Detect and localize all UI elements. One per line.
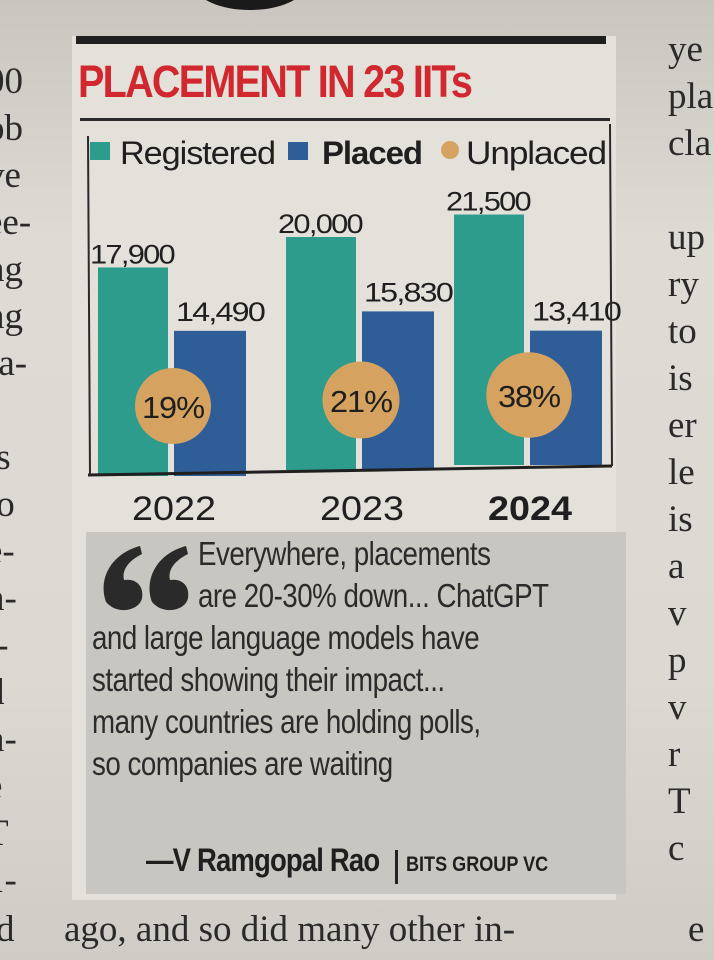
headline: PLACEMENT IN 23 IITs <box>78 56 473 107</box>
bubble-unplaced-2023 <box>322 361 400 439</box>
chart-legend: Registered Placed Unplaced <box>90 135 607 171</box>
article-fragment: ng <box>0 249 23 290</box>
article-fragment: ve <box>0 155 21 196</box>
article-fragment: to <box>668 311 697 352</box>
bubble-unplaced-2024 <box>486 352 572 438</box>
label-placed-2024: 13,410 <box>532 297 621 327</box>
quote-attribution: —V Ramgopal Rao BITS GROUP VC <box>146 842 572 884</box>
article-fragment: d <box>0 669 46 716</box>
article-fragment: ye <box>668 29 703 70</box>
x-axis <box>87 464 613 477</box>
quote-line: are 20-30% down... ChatGPT <box>198 577 549 614</box>
article-fragment: v <box>668 593 687 634</box>
article-fragment: v <box>668 687 687 728</box>
label-unplaced-2023: 21% <box>330 384 392 419</box>
headline-rule <box>80 118 610 121</box>
attribution-separator <box>395 849 399 884</box>
x-tick-2023: 2023 <box>320 490 404 528</box>
article-fragment: to <box>0 484 15 525</box>
legend-swatch-registered <box>90 142 110 160</box>
article-fragment: d <box>0 909 15 950</box>
article-fragment: ng <box>0 296 23 337</box>
article-fragment: ob <box>0 108 23 149</box>
article-fragment: i- <box>0 622 46 669</box>
chart-right-border <box>609 123 613 467</box>
legend-label-unplaced: Unplaced <box>466 135 606 171</box>
article-fragment: pla <box>668 76 714 117</box>
article-fragment: cla <box>668 123 712 164</box>
quote-line: and large language models have <box>92 619 480 656</box>
image-fragment <box>195 0 305 10</box>
label-placed-2022: 14,490 <box>176 297 265 327</box>
bar-registered-2022 <box>98 267 168 476</box>
article-fragment: r <box>668 734 681 775</box>
article-fragment: is <box>668 358 693 399</box>
label-placed-2023: 15,830 <box>364 277 453 307</box>
article-bottom-line: ago, and so did many other in- <box>64 909 516 950</box>
article-fragment: n- <box>0 578 17 619</box>
article-fragment: e- <box>0 531 15 572</box>
quote-text: Everywhere, placements are 20-30% down..… <box>92 533 632 785</box>
article-fragment: ts <box>0 437 11 478</box>
x-tick-2022: 2022 <box>132 490 216 528</box>
bubble-unplaced-2022 <box>135 368 211 444</box>
attribution-role: BITS GROUP VC <box>406 853 549 876</box>
label-unplaced-2022: 19% <box>142 390 204 425</box>
quote-line: so companies are waiting <box>92 745 393 782</box>
article-fragment: n- <box>0 719 17 760</box>
article-fragment: 00 <box>0 61 23 102</box>
article-fragment: up <box>668 217 705 258</box>
left-article-column: 00obveee-ngngra- tstoe-n-i-dn-eT1- <box>0 58 46 904</box>
article-fragment: ra- <box>0 343 28 384</box>
article-fragment: is <box>668 499 693 540</box>
article-fragment: e <box>688 909 705 950</box>
legend-label-registered: Registered <box>120 135 275 171</box>
article-fragment: 1- <box>0 860 17 901</box>
quote-line: many countries are holding polls, <box>92 703 481 740</box>
chart-left-border <box>87 135 91 477</box>
article-fragment: c <box>668 828 685 869</box>
top-rule <box>76 36 606 44</box>
legend-swatch-unplaced <box>441 141 459 159</box>
label-registered-2024: 21,500 <box>446 187 531 217</box>
article-fragment: T <box>0 810 46 857</box>
article-fragment: T <box>668 781 691 822</box>
legend-swatch-placed <box>288 142 308 160</box>
article-fragment: le <box>668 452 695 493</box>
label-unplaced-2024: 38% <box>498 379 560 414</box>
quote-mark-icon <box>103 546 189 611</box>
article-fragment: er <box>668 405 697 446</box>
label-registered-2023: 20,000 <box>278 209 363 239</box>
article-fragment: p <box>668 640 687 681</box>
quote-line: Everywhere, placements <box>198 535 491 572</box>
label-registered-2022: 17,900 <box>90 239 175 269</box>
article-fragment: ee- <box>0 202 32 243</box>
legend-label-placed: Placed <box>322 135 422 171</box>
attribution-name: —V Ramgopal Rao <box>146 842 380 878</box>
quote-line: started showing their impact... <box>92 661 445 698</box>
x-tick-2024: 2024 <box>488 490 572 528</box>
article-fragment: e <box>0 763 46 810</box>
article-fragment: ry <box>668 264 699 305</box>
article-fragment: a <box>668 546 685 587</box>
